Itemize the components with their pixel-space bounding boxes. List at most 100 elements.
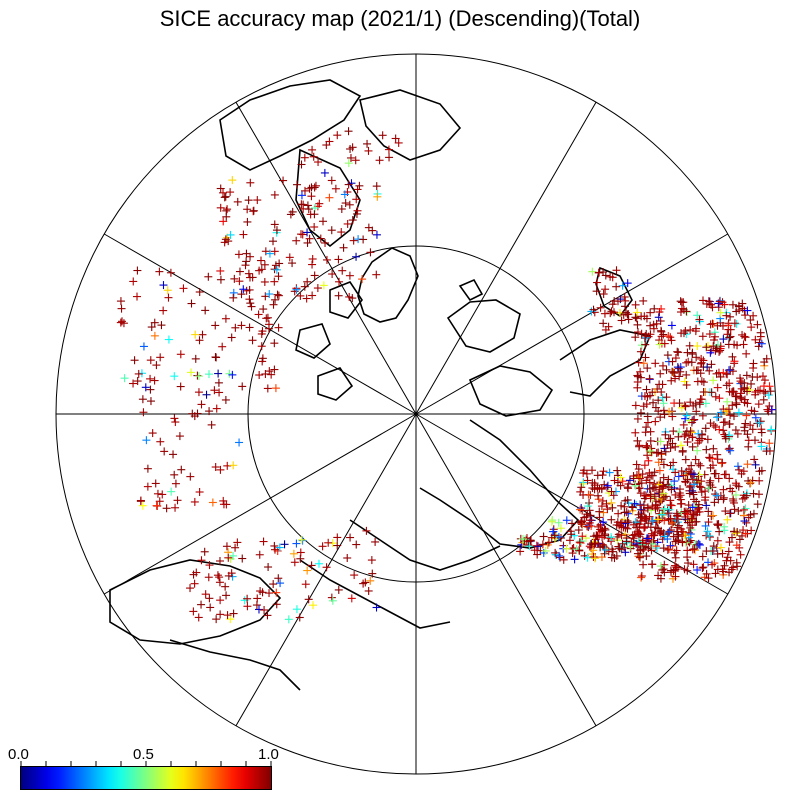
accuracy-marker bbox=[721, 507, 730, 516]
accuracy-marker bbox=[706, 533, 715, 542]
accuracy-marker bbox=[645, 374, 654, 383]
accuracy-marker bbox=[195, 287, 204, 296]
accuracy-marker bbox=[129, 379, 138, 388]
accuracy-marker bbox=[617, 531, 626, 540]
accuracy-marker bbox=[253, 196, 262, 205]
accuracy-marker bbox=[675, 372, 684, 381]
accuracy-marker bbox=[602, 483, 611, 492]
accuracy-marker bbox=[289, 549, 298, 558]
accuracy-marker bbox=[642, 423, 651, 432]
accuracy-marker bbox=[711, 423, 720, 432]
accuracy-marker bbox=[270, 190, 279, 199]
accuracy-marker bbox=[664, 509, 673, 518]
accuracy-marker bbox=[302, 294, 311, 303]
accuracy-marker bbox=[696, 359, 705, 368]
accuracy-marker bbox=[612, 282, 621, 291]
accuracy-marker bbox=[364, 586, 373, 595]
accuracy-marker bbox=[169, 450, 178, 459]
accuracy-marker bbox=[659, 406, 668, 415]
accuracy-marker bbox=[641, 522, 650, 531]
accuracy-marker bbox=[634, 358, 643, 367]
accuracy-marker bbox=[598, 496, 607, 505]
accuracy-marker bbox=[742, 518, 751, 527]
accuracy-marker bbox=[518, 534, 527, 543]
accuracy-marker bbox=[692, 510, 701, 519]
accuracy-marker bbox=[300, 153, 309, 162]
accuracy-marker bbox=[694, 429, 703, 438]
accuracy-marker bbox=[152, 501, 161, 510]
accuracy-marker bbox=[731, 426, 740, 435]
accuracy-marker bbox=[562, 516, 571, 525]
accuracy-marker bbox=[725, 420, 734, 429]
accuracy-marker bbox=[583, 502, 592, 511]
accuracy-marker bbox=[597, 502, 606, 511]
accuracy-marker bbox=[610, 476, 619, 485]
accuracy-marker bbox=[150, 376, 159, 385]
accuracy-marker bbox=[300, 186, 309, 195]
accuracy-marker bbox=[190, 497, 199, 506]
accuracy-marker bbox=[583, 476, 592, 485]
accuracy-marker bbox=[272, 588, 281, 597]
accuracy-marker bbox=[690, 480, 699, 489]
accuracy-marker bbox=[223, 205, 232, 214]
accuracy-marker bbox=[720, 430, 729, 439]
accuracy-marker bbox=[730, 357, 739, 366]
accuracy-marker bbox=[679, 471, 688, 480]
accuracy-marker bbox=[562, 544, 571, 553]
accuracy-marker bbox=[631, 481, 640, 490]
accuracy-marker bbox=[633, 308, 642, 317]
accuracy-marker bbox=[711, 469, 720, 478]
accuracy-marker bbox=[265, 290, 274, 299]
accuracy-marker bbox=[576, 505, 585, 514]
accuracy-marker bbox=[303, 238, 312, 247]
accuracy-marker bbox=[664, 545, 673, 554]
accuracy-marker bbox=[133, 266, 142, 275]
accuracy-marker bbox=[660, 560, 669, 569]
accuracy-marker bbox=[749, 489, 758, 498]
accuracy-marker bbox=[138, 395, 147, 404]
accuracy-marker bbox=[211, 353, 220, 362]
accuracy-marker bbox=[633, 414, 642, 423]
accuracy-marker bbox=[650, 468, 659, 477]
accuracy-marker bbox=[726, 411, 735, 420]
accuracy-marker bbox=[313, 284, 322, 293]
accuracy-marker bbox=[219, 188, 228, 197]
accuracy-marker bbox=[733, 527, 742, 536]
accuracy-marker bbox=[260, 277, 269, 286]
accuracy-marker bbox=[740, 423, 749, 432]
accuracy-marker bbox=[655, 528, 664, 537]
accuracy-marker bbox=[674, 348, 683, 357]
accuracy-marker bbox=[233, 197, 242, 206]
accuracy-marker bbox=[343, 219, 352, 228]
accuracy-marker bbox=[711, 490, 720, 499]
accuracy-marker bbox=[652, 449, 661, 458]
meridian-line bbox=[235, 101, 417, 415]
accuracy-marker bbox=[637, 540, 646, 549]
accuracy-marker bbox=[223, 611, 232, 620]
meridian-line bbox=[103, 233, 417, 415]
accuracy-marker bbox=[153, 489, 162, 498]
accuracy-marker bbox=[612, 266, 621, 275]
accuracy-marker bbox=[212, 404, 221, 413]
accuracy-marker bbox=[718, 565, 727, 574]
accuracy-marker bbox=[696, 461, 705, 470]
accuracy-marker bbox=[533, 550, 542, 559]
accuracy-marker bbox=[661, 430, 670, 439]
accuracy-marker bbox=[525, 542, 534, 551]
accuracy-marker bbox=[551, 550, 560, 559]
accuracy-marker bbox=[599, 268, 608, 277]
accuracy-marker bbox=[594, 495, 603, 504]
accuracy-marker bbox=[641, 340, 650, 349]
accuracy-marker bbox=[705, 453, 714, 462]
accuracy-marker bbox=[582, 534, 591, 543]
accuracy-marker bbox=[197, 400, 206, 409]
accuracy-marker bbox=[767, 425, 776, 434]
accuracy-marker bbox=[601, 285, 610, 294]
accuracy-marker bbox=[679, 527, 688, 536]
accuracy-marker bbox=[725, 538, 734, 547]
accuracy-marker bbox=[688, 350, 697, 359]
accuracy-marker bbox=[636, 373, 645, 382]
accuracy-marker bbox=[334, 291, 343, 300]
accuracy-marker bbox=[716, 543, 725, 552]
accuracy-marker bbox=[674, 472, 683, 481]
